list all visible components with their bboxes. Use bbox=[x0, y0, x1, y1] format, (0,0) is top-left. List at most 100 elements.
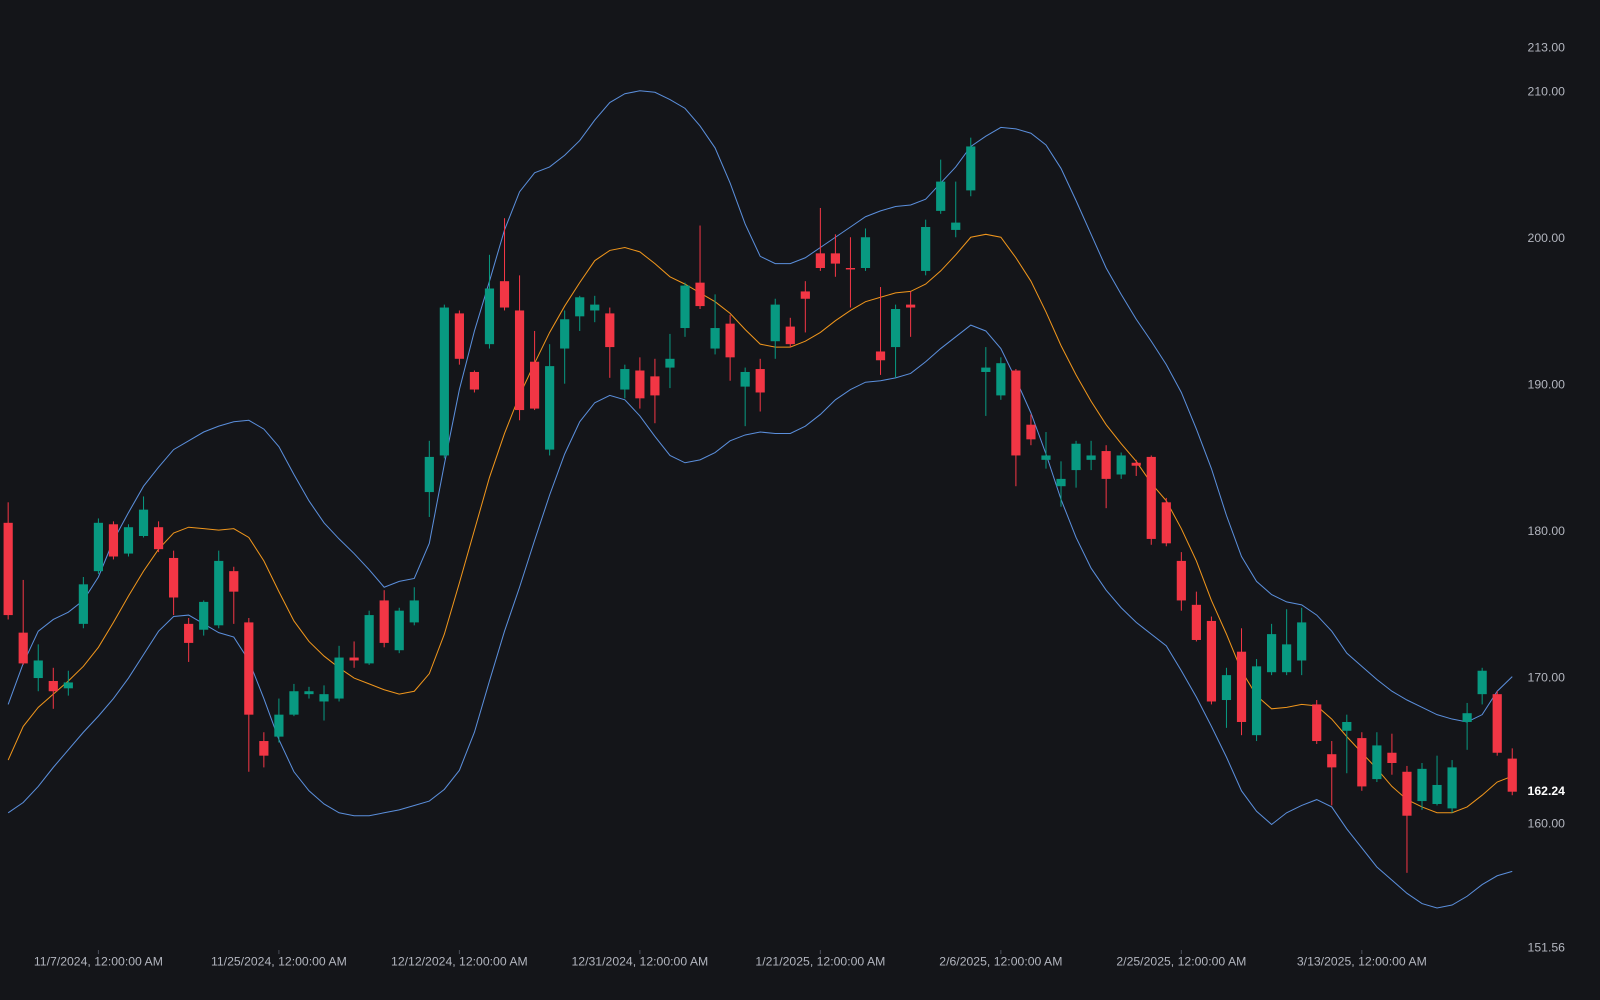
candle-body bbox=[123, 527, 134, 554]
candle-body bbox=[514, 310, 525, 411]
candle-body bbox=[1221, 675, 1232, 701]
candle-body bbox=[875, 351, 886, 361]
candle-body bbox=[199, 601, 209, 630]
candle-body bbox=[575, 297, 585, 317]
candle-body bbox=[1492, 694, 1502, 753]
candle-body bbox=[1041, 455, 1051, 460]
candle-body bbox=[424, 456, 434, 493]
candle-body bbox=[830, 253, 840, 264]
candle-body bbox=[1161, 502, 1171, 544]
candle-body bbox=[33, 660, 43, 679]
candle-body bbox=[1402, 771, 1412, 816]
candle-body bbox=[665, 358, 675, 368]
candle-body bbox=[1131, 462, 1141, 466]
candle-body bbox=[996, 363, 1006, 396]
candle-body bbox=[1146, 456, 1156, 539]
candle-body bbox=[1267, 634, 1277, 673]
candle-body bbox=[710, 328, 720, 349]
candle-body bbox=[815, 253, 825, 268]
candle-body bbox=[800, 291, 810, 299]
y-tick-label: 200.00 bbox=[1528, 231, 1566, 245]
candle-body bbox=[725, 323, 735, 358]
candle-body bbox=[1477, 670, 1487, 695]
x-tick-label: 2/6/2025, 12:00:00 AM bbox=[939, 954, 1062, 968]
candle-body bbox=[1101, 451, 1111, 479]
candle-body bbox=[63, 682, 73, 689]
candle-body bbox=[214, 560, 224, 626]
candle-body bbox=[620, 369, 630, 390]
y-tick-label: 160.00 bbox=[1528, 817, 1566, 831]
candle-body bbox=[1191, 604, 1201, 640]
y-tick-label: 213.00 bbox=[1528, 41, 1566, 55]
x-tick-label: 12/31/2024, 12:00:00 AM bbox=[572, 954, 709, 968]
candle-body bbox=[409, 600, 419, 623]
candle-body bbox=[108, 524, 119, 557]
candle-body bbox=[1236, 651, 1247, 722]
y-tick-label: 210.00 bbox=[1528, 84, 1566, 98]
candle-body bbox=[906, 304, 916, 308]
candle-body bbox=[755, 369, 765, 393]
y-tick-label: 151.56 bbox=[1528, 940, 1566, 954]
candle-body bbox=[1086, 455, 1096, 460]
candle-body bbox=[184, 623, 194, 643]
candle-body bbox=[469, 371, 480, 390]
candle-body bbox=[1071, 443, 1081, 471]
y-tick-label: 170.00 bbox=[1528, 670, 1566, 684]
candle-body bbox=[845, 267, 856, 270]
candle-body bbox=[244, 622, 254, 715]
x-tick-label: 11/7/2024, 12:00:00 AM bbox=[34, 954, 163, 968]
candle-body bbox=[1026, 424, 1036, 440]
candle-body bbox=[695, 282, 705, 307]
candle-body bbox=[1327, 754, 1337, 768]
x-tick-label: 1/21/2025, 12:00:00 AM bbox=[755, 954, 885, 968]
candle-body bbox=[785, 326, 795, 345]
candle-body bbox=[605, 313, 615, 348]
candle-body bbox=[1387, 752, 1397, 763]
candle-body bbox=[1462, 713, 1472, 722]
candle-body bbox=[334, 657, 344, 699]
last-price-label: 162.24 bbox=[1528, 784, 1566, 798]
band-line bbox=[7, 90, 1513, 723]
x-tick-label: 11/25/2024, 12:00:00 AM bbox=[211, 954, 347, 968]
candle-body bbox=[936, 181, 946, 211]
candle-body bbox=[3, 522, 13, 616]
candle-body bbox=[890, 309, 901, 348]
candle-body bbox=[1372, 745, 1382, 780]
candle-body bbox=[364, 615, 374, 664]
candle-body bbox=[349, 657, 359, 661]
candle-body bbox=[1342, 721, 1352, 731]
candle-body bbox=[590, 304, 600, 311]
candle-body bbox=[966, 146, 976, 191]
candle-body bbox=[1011, 370, 1021, 456]
candle-body bbox=[1176, 560, 1186, 601]
candle-body bbox=[545, 366, 555, 450]
candle-body bbox=[1251, 666, 1262, 736]
band-line bbox=[7, 324, 1513, 909]
x-tick-label: 3/13/2025, 12:00:00 AM bbox=[1297, 954, 1427, 968]
candle-body bbox=[921, 226, 931, 271]
candle-body bbox=[304, 691, 314, 695]
candle-body bbox=[499, 281, 510, 308]
candle-body bbox=[1116, 455, 1126, 475]
candle-body bbox=[274, 714, 284, 737]
candle-body bbox=[484, 288, 495, 345]
candle-body bbox=[153, 527, 164, 550]
candle-body bbox=[860, 237, 871, 268]
candle-body bbox=[379, 600, 389, 643]
candle-body bbox=[770, 304, 780, 342]
candle-body bbox=[138, 509, 149, 536]
candle-body bbox=[1432, 784, 1442, 804]
candle-body bbox=[530, 361, 540, 409]
candle-body bbox=[1447, 767, 1457, 809]
band-line bbox=[7, 233, 1513, 814]
candle-body bbox=[18, 632, 28, 664]
candle-body bbox=[1056, 478, 1066, 487]
candle-body bbox=[439, 307, 449, 456]
candle-body bbox=[394, 610, 404, 651]
candle-body bbox=[289, 691, 299, 715]
candle-body bbox=[169, 557, 179, 598]
candle-body bbox=[1282, 644, 1292, 673]
